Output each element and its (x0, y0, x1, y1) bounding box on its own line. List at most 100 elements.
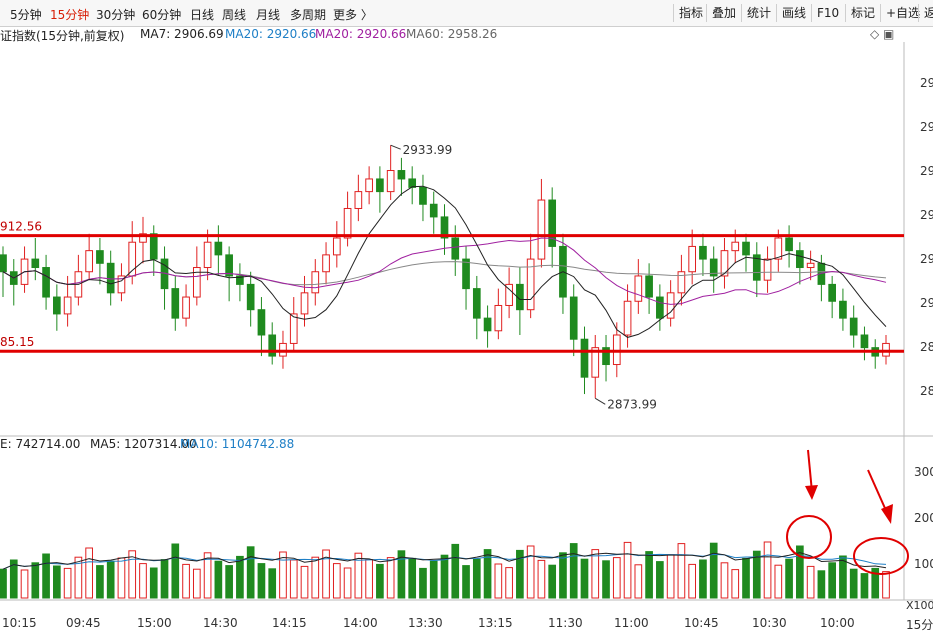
time-tick: 10:45 (684, 616, 719, 630)
volume-bar (246, 546, 255, 599)
time-tick: 14:00 (343, 616, 378, 630)
price-info-bar: 证指数(15分钟,前复权) MA7: 2906.69 MA20: 2920.66… (0, 26, 904, 43)
volume-bar (569, 543, 578, 599)
volume-bar (322, 549, 330, 599)
candle-body (376, 178, 384, 193)
candle-body (849, 317, 858, 336)
overlay-button[interactable]: 叠加 (706, 4, 741, 22)
period-day[interactable]: 日线 (190, 8, 215, 22)
candle-body (268, 334, 277, 357)
mark-button[interactable]: 标记 (845, 4, 880, 22)
vol-ma5-value: MA5: 1207314.00 (90, 437, 197, 451)
volume-bar (386, 557, 395, 599)
volume-bar (332, 563, 341, 599)
volume-bar (591, 549, 600, 599)
volume-bar (96, 565, 104, 599)
annotation-circle-1 (786, 515, 832, 559)
candle-body (408, 178, 417, 188)
candle-body (796, 250, 804, 269)
volume-bar (139, 563, 147, 599)
volume-info-bar: E: 742714.00 MA5: 1207314.00 MA10: 11047… (0, 436, 904, 452)
candle-body (365, 178, 373, 193)
volume-bar (645, 551, 653, 599)
high-pointer (390, 144, 401, 150)
volume-bar (462, 565, 470, 599)
ma60-value: MA60: 2958.26 (406, 27, 498, 41)
draw-line-button[interactable]: 画线 (776, 4, 811, 22)
back-button[interactable]: 返 (918, 4, 933, 22)
volume-bar (106, 560, 115, 599)
annotation-marks: 2933.99 2873.99 (390, 143, 909, 575)
candle-body (42, 267, 50, 298)
period-30min[interactable]: 30分钟 (96, 8, 136, 22)
volume-bar (128, 550, 137, 599)
period-more[interactable]: 更多 〉 (333, 8, 373, 22)
candle-body (322, 254, 330, 273)
volume-bar (516, 549, 524, 599)
volume-bar (268, 568, 277, 599)
candle-body (246, 283, 255, 311)
time-tick: 11:00 (614, 616, 649, 630)
volume-bar (537, 559, 546, 599)
volume-bar (526, 545, 535, 599)
volume-bar (602, 560, 610, 599)
annotation-circle-2 (853, 537, 909, 575)
indicator-button[interactable]: 指标 (673, 4, 708, 22)
chart-settings-icon[interactable]: ◇ ▣ (870, 27, 895, 41)
toolbar: 5分钟 15分钟 30分钟 60分钟 日线 周线 月线 多周期 更多 〉 指标 … (0, 0, 933, 27)
candle-body (591, 347, 600, 378)
candle-body (354, 191, 363, 209)
volume-tick: 300 (914, 465, 933, 479)
candle-body (731, 241, 740, 252)
period-month[interactable]: 月线 (256, 8, 281, 22)
candle-body (516, 283, 524, 311)
volume-bar (236, 555, 244, 599)
candle-body (85, 250, 93, 273)
volume-bar (796, 545, 804, 599)
period-5min[interactable]: 5分钟 (10, 8, 42, 22)
volume-bar (785, 558, 793, 599)
add-watchlist-button[interactable]: +自选 (880, 4, 925, 22)
candle-body (203, 241, 212, 269)
volume-bar (214, 560, 223, 599)
period-multi[interactable]: 多周期 (290, 8, 327, 22)
volume-tick: 100 (914, 557, 933, 571)
candle-body (117, 275, 126, 294)
volume-bar (160, 559, 169, 599)
volume-ma-lines (2, 552, 887, 570)
volume-bar (354, 552, 363, 599)
period-week[interactable]: 周线 (222, 8, 247, 22)
candle-body (580, 338, 589, 378)
period-60min[interactable]: 60分钟 (142, 8, 182, 22)
volume-bar (817, 570, 826, 599)
candle-body (526, 258, 535, 311)
ma7-line (2, 185, 887, 338)
candle-body (429, 203, 438, 218)
volume-bar (548, 564, 557, 599)
annotation-arrow-1 (807, 449, 813, 493)
candle-body (96, 250, 104, 264)
volume-bar (397, 550, 406, 599)
volume-bar (451, 543, 460, 599)
volume-bar (871, 567, 880, 599)
candle-body (828, 283, 836, 302)
volume-bar (839, 555, 847, 599)
candle-body (806, 262, 815, 269)
period-15min[interactable]: 15分钟 (50, 8, 90, 22)
volume-bar (709, 542, 718, 599)
volume-bar (849, 568, 858, 599)
stats-button[interactable]: 统计 (741, 4, 776, 22)
upper-level-label: 912.56 (0, 220, 42, 234)
candle-body (31, 258, 40, 269)
f10-button[interactable]: F10 (811, 4, 844, 22)
low-pointer (594, 397, 606, 405)
volume-bar (666, 554, 675, 599)
volume-bar (365, 559, 373, 599)
volume-bar (612, 557, 621, 599)
volume-bar (408, 557, 417, 599)
volume-bar (440, 554, 449, 599)
volume-bar (634, 564, 643, 599)
candle-body (774, 237, 783, 260)
volume-bar (559, 552, 567, 599)
